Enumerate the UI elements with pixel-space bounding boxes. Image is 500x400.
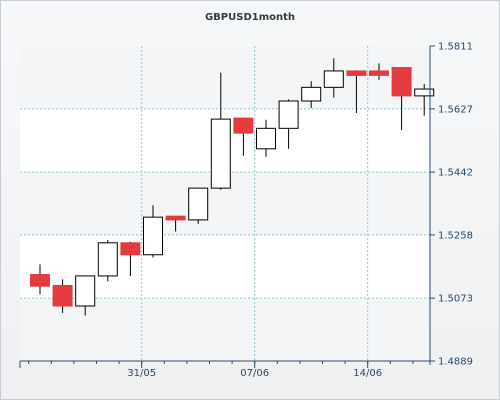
candle [143,205,163,258]
candle-body-down [233,117,254,134]
candle [210,72,231,190]
candle [75,275,96,316]
candle [120,241,141,276]
candle [52,279,73,313]
candle-body-down [391,67,412,97]
candle [188,187,209,224]
candle [391,67,412,131]
candle [30,264,50,295]
x-tick-label: 31/05 [127,368,156,379]
axes: 1.5811 1.5627 1.5442 1.5258 1.5073 1.4889 31/0… [19,42,473,379]
candle-body-down [346,70,367,76]
candle-body-down [52,284,73,307]
candle-body-down [120,242,141,256]
candle [323,58,344,98]
grid-band [20,298,430,361]
candle [301,81,322,108]
y-tick-label: 1.5442 [438,168,473,179]
chart-title: GBPUSD1month [205,12,295,23]
y-tick-label: 1.5073 [438,294,473,305]
candle-body-up [414,88,435,97]
x-tick-label: 07/06 [240,368,269,379]
candle-body-up [278,100,299,129]
candle-body-up [75,275,96,307]
candle [233,117,254,156]
candles [30,58,435,316]
x-tick-label: 14/06 [353,368,382,379]
candle-body-down [369,70,389,76]
y-tick-label: 1.5811 [438,42,473,53]
candle-body-up [97,242,118,277]
candle [369,63,389,80]
candle-body-down [30,274,50,287]
candle [256,119,276,157]
grid-band [20,46,430,109]
candle-body-up [210,118,231,189]
candle-body-up [301,86,322,102]
candle [278,99,299,149]
candle-body-up [256,127,276,150]
candle-body-down [165,215,186,221]
y-tick-label: 1.5258 [438,230,473,241]
candle-body-up [323,70,344,88]
horizontal-bands [20,46,430,361]
y-tick-label: 1.5627 [438,104,473,115]
candle-body-up [188,187,209,221]
candle [165,215,186,232]
candle-body-up [143,216,163,256]
candle [346,70,367,113]
y-tick-label: 1.4889 [438,357,473,368]
candle [97,240,118,282]
candle [414,83,435,116]
